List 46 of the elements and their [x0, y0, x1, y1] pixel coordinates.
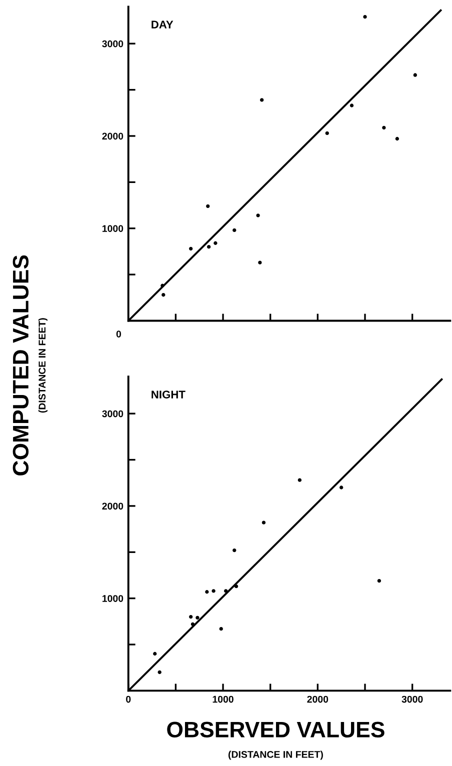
point	[158, 670, 162, 674]
x-tick-label: 1000	[212, 696, 234, 703]
text: DAY	[152, 20, 174, 28]
point	[260, 98, 264, 102]
point	[205, 590, 209, 594]
point	[256, 214, 260, 218]
point	[189, 614, 193, 619]
point	[234, 584, 238, 588]
point	[363, 14, 367, 19]
text: NIGHT	[152, 390, 186, 398]
y-tick-label: 3000	[102, 410, 124, 418]
text: 0	[116, 330, 122, 338]
point	[206, 244, 211, 249]
point	[219, 626, 223, 631]
y-axis-title: COMPUTED VALUES (DISTANCE IN FEET)	[12, 255, 48, 476]
point	[189, 246, 193, 251]
point	[298, 478, 302, 482]
x-tick-label: 0	[126, 696, 131, 703]
point	[196, 616, 200, 620]
point	[258, 260, 262, 264]
y-tick-label: 2000	[102, 132, 124, 140]
y-tick-label: 1000	[102, 595, 124, 602]
y-tick-label: 1000	[102, 225, 124, 232]
point	[162, 293, 166, 297]
point	[377, 578, 382, 583]
point	[395, 136, 400, 141]
point	[232, 228, 236, 232]
point	[224, 589, 228, 593]
point	[153, 652, 157, 656]
point	[350, 104, 354, 108]
point	[382, 126, 386, 130]
point	[413, 73, 418, 77]
point	[190, 622, 195, 626]
point	[212, 589, 216, 593]
point	[206, 204, 210, 208]
point	[325, 131, 329, 136]
y-tick-label: 2000	[102, 502, 124, 510]
x-tick-label: 3000	[402, 696, 423, 703]
point	[160, 284, 164, 288]
point	[262, 520, 266, 524]
x-tick-label: 2000	[307, 696, 328, 703]
point	[214, 241, 218, 245]
point	[340, 486, 344, 490]
x-axis-title: OBSERVED VALUES (DISTANCE IN FEET)	[167, 722, 384, 760]
y-tick-label: 3000	[102, 40, 124, 48]
point	[232, 548, 236, 552]
